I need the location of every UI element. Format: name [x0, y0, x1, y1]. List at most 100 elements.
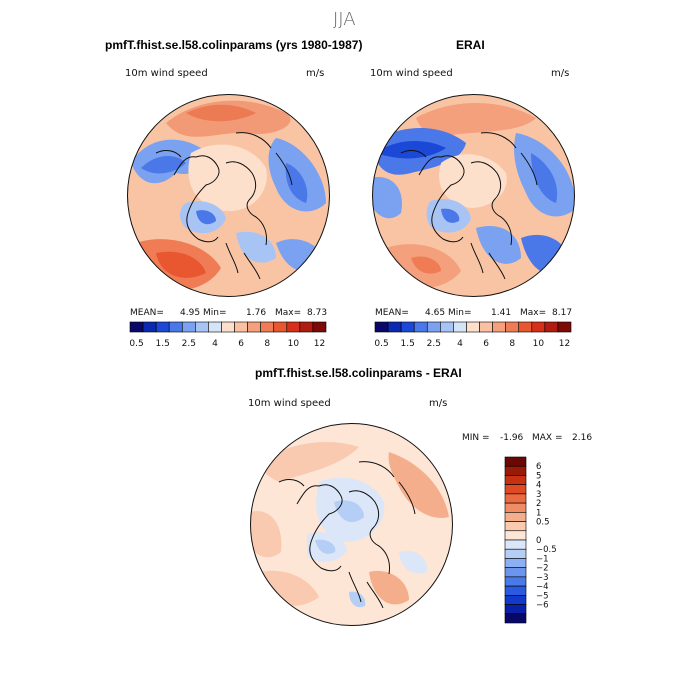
colorbar-swatch — [504, 512, 527, 522]
model-variable-label: 10m wind speed — [125, 68, 208, 79]
colorbar-swatch — [531, 321, 546, 333]
colorbar-swatch — [504, 576, 527, 587]
colorbar-swatch — [234, 321, 248, 333]
colorbar-swatch — [557, 321, 572, 333]
obs-units-label: m/s — [551, 68, 570, 79]
colorbar-tick-label: 6 — [536, 462, 541, 472]
colorbar-swatch — [400, 321, 415, 333]
colorbar-tick-label: −4 — [536, 582, 549, 592]
diff-polar-map — [250, 423, 453, 626]
model-colorbar: 0.5 1.5 2.5 4 6 8 10 12 — [129, 321, 327, 349]
model-min-label: Min= — [203, 308, 227, 318]
colorbar-swatch — [155, 321, 170, 333]
colorbar-tick-label: 1.5 — [156, 339, 170, 349]
colorbar-swatch — [221, 321, 235, 333]
colorbar-tick-label: 0.5 — [536, 518, 550, 528]
obs-variable-label: 10m wind speed — [370, 68, 453, 79]
model-mean-value: 4.95 — [180, 308, 201, 318]
colorbar-swatch — [504, 604, 527, 615]
colorbar-tick-label: 8 — [264, 339, 270, 349]
colorbar-tick-label: −0.5 — [536, 545, 557, 555]
colorbar-swatch — [273, 321, 288, 333]
colorbar-swatch — [413, 321, 428, 333]
model-mean-label: MEAN= — [130, 308, 164, 318]
colorbar-tick-label: −5 — [536, 591, 549, 601]
obs-max-label: Max= — [520, 308, 547, 318]
colorbar-tick-label: 4 — [457, 339, 463, 349]
colorbar-swatch — [504, 456, 527, 467]
diff-max-label: MAX = — [532, 433, 563, 443]
model-panel-title: pmfT.fhist.se.l58.colinparams (yrs 1980-… — [105, 38, 363, 52]
obs-min-value: 1.41 — [491, 308, 512, 318]
colorbar-tick-label: 2.5 — [427, 339, 441, 349]
colorbar-swatch — [181, 321, 196, 333]
colorbar-tick-label: −1 — [536, 554, 549, 564]
colorbar-swatch — [286, 321, 301, 333]
colorbar-tick-label: 2 — [536, 499, 541, 509]
colorbar-swatch — [453, 321, 467, 333]
colorbar-tick-label: 0 — [536, 536, 541, 546]
colorbar-tick-label: 3 — [536, 490, 541, 500]
colorbar-tick-label: 10 — [533, 339, 545, 349]
colorbar-swatch — [374, 321, 389, 333]
colorbar-tick-label: 12 — [314, 339, 325, 349]
diff-max-value: 2.16 — [572, 433, 593, 443]
colorbar-swatch — [504, 493, 527, 504]
obs-min-label: Min= — [448, 308, 472, 318]
colorbar-swatch — [195, 321, 209, 333]
colorbar-swatch — [260, 321, 275, 333]
colorbar-swatch — [466, 321, 480, 333]
figure-title: JJA — [333, 9, 356, 30]
model-max-value: 8.73 — [307, 308, 328, 318]
colorbar-tick-label: 6 — [238, 339, 244, 349]
colorbar-swatch — [312, 321, 327, 333]
colorbar-tick-label: 4 — [536, 481, 541, 491]
colorbar-swatch — [208, 321, 222, 333]
colorbar-tick-label: −6 — [536, 601, 549, 611]
colorbar-swatch — [492, 321, 506, 333]
colorbar-swatch — [504, 465, 527, 476]
colorbar-swatch — [504, 595, 527, 605]
colorbar-tick-label: 10 — [288, 339, 300, 349]
colorbar-tick-label: −3 — [536, 573, 549, 583]
colorbar-tick-label: −2 — [536, 564, 549, 574]
colorbar-tick-label: 8 — [509, 339, 515, 349]
colorbar-swatch — [504, 530, 527, 541]
model-polar-map — [127, 94, 330, 297]
colorbar-swatch — [518, 321, 533, 333]
model-max-label: Max= — [275, 308, 302, 318]
colorbar-swatch — [504, 502, 527, 513]
colorbar-swatch — [479, 321, 493, 333]
colorbar-swatch — [504, 558, 527, 568]
colorbar-swatch — [504, 521, 527, 532]
obs-colorbar: 0.5 1.5 2.5 4 6 8 10 12 — [374, 321, 572, 349]
colorbar-tick-label: 4 — [212, 339, 218, 349]
colorbar-tick-label: 12 — [559, 339, 570, 349]
colorbar-tick-label: 2.5 — [182, 339, 196, 349]
diff-variable-label: 10m wind speed — [248, 398, 331, 409]
colorbar-swatch — [247, 321, 261, 333]
diff-units-label: m/s — [429, 398, 448, 409]
colorbar-swatch — [505, 321, 520, 333]
colorbar-swatch — [299, 321, 314, 333]
colorbar-tick-label: 0.5 — [129, 339, 143, 349]
colorbar-swatch — [168, 321, 183, 333]
diff-panel-title: pmfT.fhist.se.l58.colinparams - ERAI — [255, 366, 462, 380]
colorbar-swatch — [504, 567, 527, 578]
diff-min-label: MIN = — [462, 433, 490, 443]
colorbar-swatch — [426, 321, 441, 333]
colorbar-swatch — [504, 539, 527, 550]
obs-polar-map — [372, 94, 575, 297]
colorbar-tick-label: 1.5 — [401, 339, 415, 349]
colorbar-swatch — [504, 548, 527, 559]
colorbar-swatch — [504, 484, 527, 495]
colorbar-swatch — [129, 321, 144, 333]
colorbar-swatch — [504, 585, 527, 596]
colorbar-swatch — [544, 321, 559, 333]
obs-mean-label: MEAN= — [375, 308, 409, 318]
model-min-value: 1.76 — [246, 308, 267, 318]
obs-mean-value: 4.65 — [425, 308, 446, 318]
colorbar-tick-label: 0.5 — [374, 339, 388, 349]
obs-max-value: 8.17 — [552, 308, 573, 318]
